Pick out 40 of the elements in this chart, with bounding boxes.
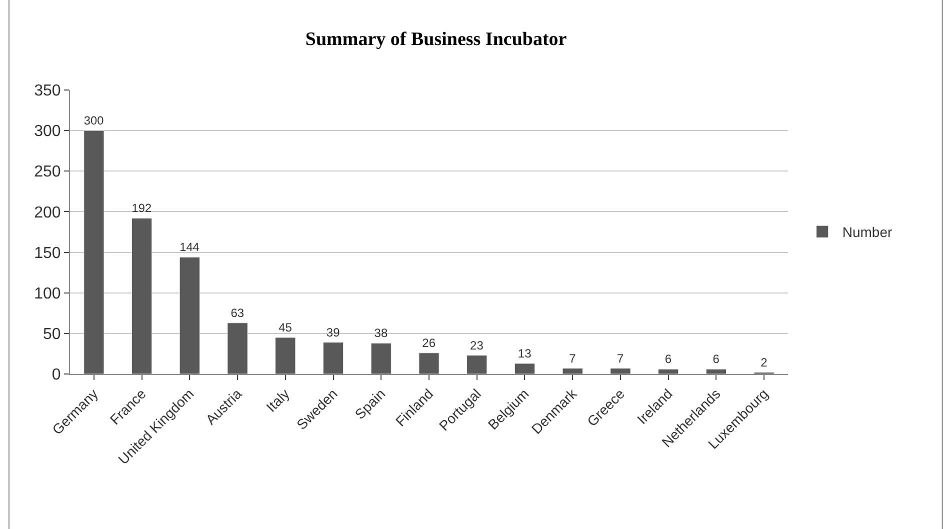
bar <box>418 352 440 374</box>
y-tick-label: 350 <box>34 82 61 100</box>
data-label: 2 <box>760 355 768 370</box>
y-tick-label: 150 <box>34 244 61 262</box>
bar <box>562 368 583 374</box>
data-label: 192 <box>132 201 152 216</box>
bar <box>275 337 296 374</box>
y-tick-label: 200 <box>34 204 61 222</box>
data-label: 38 <box>374 326 388 340</box>
data-label: 6 <box>664 352 672 366</box>
bar <box>706 368 726 374</box>
y-tick-label: 50 <box>43 326 61 344</box>
bar <box>84 130 104 374</box>
data-label: 7 <box>616 351 624 366</box>
x-tick-label: Italy <box>262 386 292 416</box>
bar <box>179 256 200 374</box>
bar <box>370 342 392 374</box>
y-tick-label: 0 <box>52 366 61 384</box>
data-label: 63 <box>230 306 244 320</box>
bar <box>658 368 679 374</box>
y-tick-label: 250 <box>34 164 61 181</box>
data-label: 39 <box>326 325 340 340</box>
bar <box>132 218 152 374</box>
bar <box>322 342 344 374</box>
chart-title: Summary of Business Incubator <box>305 29 568 50</box>
y-tick-label: 100 <box>34 285 61 302</box>
data-label: 6 <box>712 352 720 366</box>
data-label: 26 <box>422 336 436 350</box>
data-label: 7 <box>569 351 576 366</box>
y-tick-label: 300 <box>34 123 61 140</box>
data-label: 300 <box>84 114 104 128</box>
data-label: 144 <box>180 240 200 254</box>
data-label: 13 <box>518 346 532 360</box>
data-label: 23 <box>470 338 484 352</box>
bar <box>227 322 248 374</box>
data-label: 45 <box>278 320 292 334</box>
legend-label: Number <box>842 224 892 240</box>
bar <box>466 355 488 374</box>
bar <box>610 368 631 374</box>
bar <box>514 363 536 374</box>
